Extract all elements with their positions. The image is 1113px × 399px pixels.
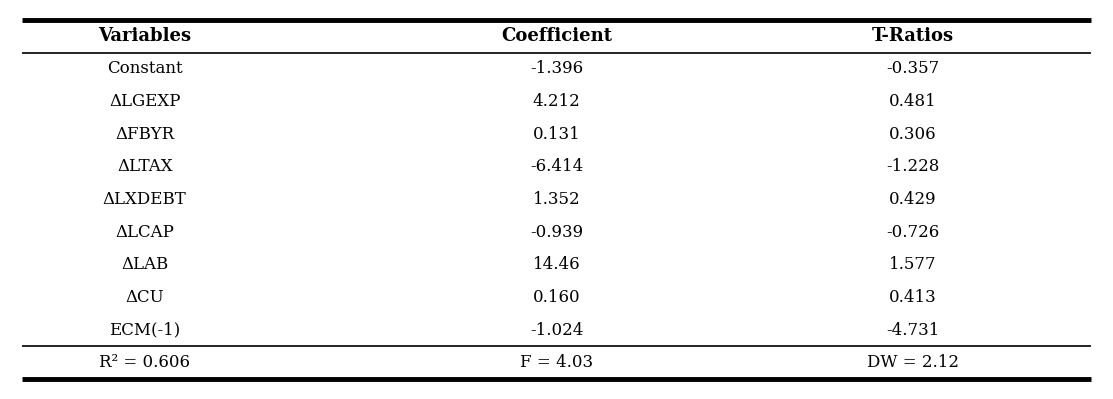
Text: Variables: Variables (98, 27, 191, 45)
Text: ΔLCAP: ΔLCAP (116, 224, 174, 241)
Text: F = 4.03: F = 4.03 (520, 354, 593, 371)
Text: R² = 0.606: R² = 0.606 (99, 354, 190, 371)
Text: -1.024: -1.024 (530, 322, 583, 339)
Text: T-Ratios: T-Ratios (871, 27, 954, 45)
Text: 0.306: 0.306 (889, 126, 936, 143)
Text: ΔLTAX: ΔLTAX (117, 158, 173, 175)
Text: -4.731: -4.731 (886, 322, 939, 339)
Text: Coefficient: Coefficient (501, 27, 612, 45)
Text: -1.396: -1.396 (530, 60, 583, 77)
Text: -0.357: -0.357 (886, 60, 939, 77)
Text: ECM(-1): ECM(-1) (109, 322, 180, 339)
Text: -0.939: -0.939 (530, 224, 583, 241)
Text: ΔLGEXP: ΔLGEXP (109, 93, 180, 110)
Text: DW = 2.12: DW = 2.12 (867, 354, 958, 371)
Text: -0.726: -0.726 (886, 224, 939, 241)
Text: 0.481: 0.481 (889, 93, 936, 110)
Text: 14.46: 14.46 (533, 256, 580, 273)
Text: ΔLAB: ΔLAB (121, 256, 168, 273)
Text: 0.429: 0.429 (889, 191, 936, 208)
Text: Constant: Constant (107, 60, 183, 77)
Text: ΔLXDEBT: ΔLXDEBT (102, 191, 187, 208)
Text: 0.160: 0.160 (533, 289, 580, 306)
Text: -6.414: -6.414 (530, 158, 583, 175)
Text: ΔFBYR: ΔFBYR (115, 126, 175, 143)
Text: 4.212: 4.212 (533, 93, 580, 110)
Text: 0.131: 0.131 (533, 126, 580, 143)
Text: 1.577: 1.577 (889, 256, 936, 273)
Text: 1.352: 1.352 (533, 191, 580, 208)
Text: ΔCU: ΔCU (126, 289, 164, 306)
Text: -1.228: -1.228 (886, 158, 939, 175)
Text: 0.413: 0.413 (889, 289, 936, 306)
